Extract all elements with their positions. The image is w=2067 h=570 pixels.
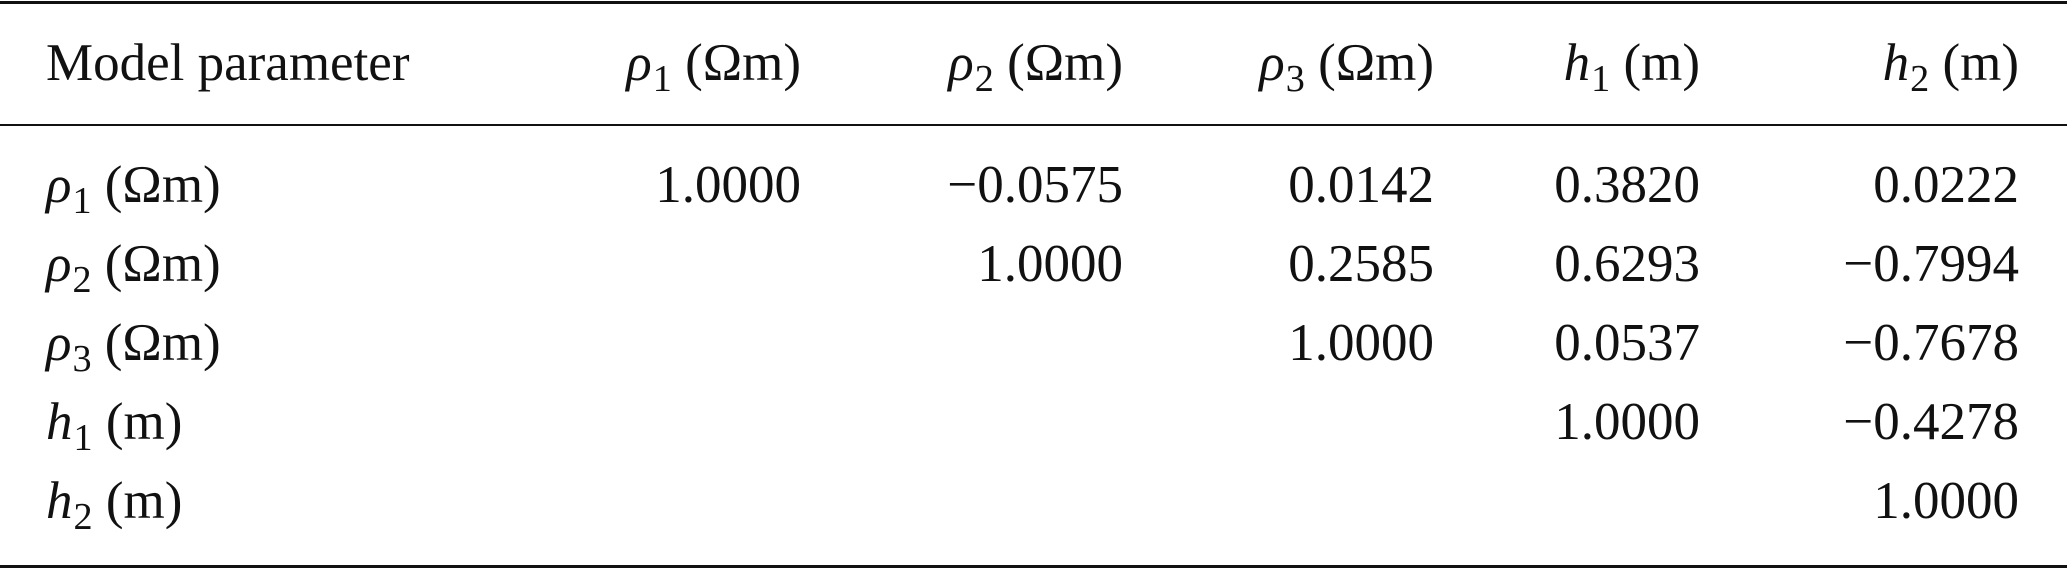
header-cell: h1 (m)	[1563, 28, 1700, 100]
symbol: ρ	[1259, 34, 1285, 92]
value-cell: −0.4278	[1843, 393, 2019, 451]
value-cell: 1.0000	[1554, 393, 1700, 451]
subscript: 1	[652, 57, 672, 100]
unit: (m)	[1623, 34, 1700, 92]
unit: (Ωm)	[685, 34, 801, 92]
value-cell: 0.0537	[1554, 314, 1700, 372]
row-label: ρ1 (Ωm)	[46, 150, 221, 222]
unit: (Ωm)	[1007, 34, 1123, 92]
subscript: 3	[1285, 57, 1305, 100]
bottom-rule	[0, 565, 2067, 568]
value-cell: 1.0000	[655, 156, 801, 214]
symbol: h	[1882, 34, 1910, 92]
value-cell: −0.7994	[1843, 235, 2019, 293]
unit: (Ωm)	[104, 156, 221, 214]
symbol: h	[1563, 34, 1591, 92]
row-label: h1 (m)	[46, 387, 183, 459]
unit: (Ωm)	[104, 235, 221, 293]
value-cell: −0.7678	[1843, 314, 2019, 372]
symbol: ρ	[626, 34, 652, 92]
row-label: h2 (m)	[46, 466, 183, 538]
value-cell: 0.3820	[1554, 156, 1700, 214]
value-cell: 0.6293	[1554, 235, 1700, 293]
subscript: 1	[72, 179, 92, 222]
header-cell: ρ1 (Ωm)	[626, 28, 801, 100]
header-cell: h2 (m)	[1882, 28, 2019, 100]
row-label: ρ3 (Ωm)	[46, 308, 221, 380]
unit: (m)	[1942, 34, 2019, 92]
subscript: 2	[73, 495, 93, 538]
subscript: 2	[72, 258, 92, 301]
subscript: 1	[1591, 57, 1611, 100]
header-rule	[0, 124, 2067, 126]
unit: (Ωm)	[1318, 34, 1434, 92]
value-cell: 0.0222	[1873, 156, 2019, 214]
symbol: ρ	[46, 235, 72, 293]
subscript: 3	[72, 337, 92, 380]
symbol: ρ	[46, 314, 72, 372]
header-cell: Model parameter	[46, 34, 410, 92]
row-label: ρ2 (Ωm)	[46, 229, 221, 301]
subscript: 2	[974, 57, 994, 100]
symbol: ρ	[46, 156, 72, 214]
symbol: h	[46, 472, 73, 530]
value-cell: 1.0000	[977, 235, 1123, 293]
subscript: 2	[1910, 57, 1930, 100]
unit: (Ωm)	[104, 314, 221, 372]
value-cell: 0.2585	[1288, 235, 1434, 293]
symbol: h	[46, 393, 73, 451]
symbol: ρ	[948, 34, 974, 92]
value-cell: 1.0000	[1873, 472, 2019, 530]
header-cell: ρ2 (Ωm)	[948, 28, 1123, 100]
value-cell: −0.0575	[947, 156, 1123, 214]
unit: (m)	[105, 472, 183, 530]
value-cell: 0.0142	[1288, 156, 1434, 214]
subscript: 1	[73, 416, 93, 459]
unit: (m)	[105, 393, 183, 451]
value-cell: 1.0000	[1288, 314, 1434, 372]
header-cell: ρ3 (Ωm)	[1259, 28, 1434, 100]
top-rule	[0, 1, 2067, 4]
